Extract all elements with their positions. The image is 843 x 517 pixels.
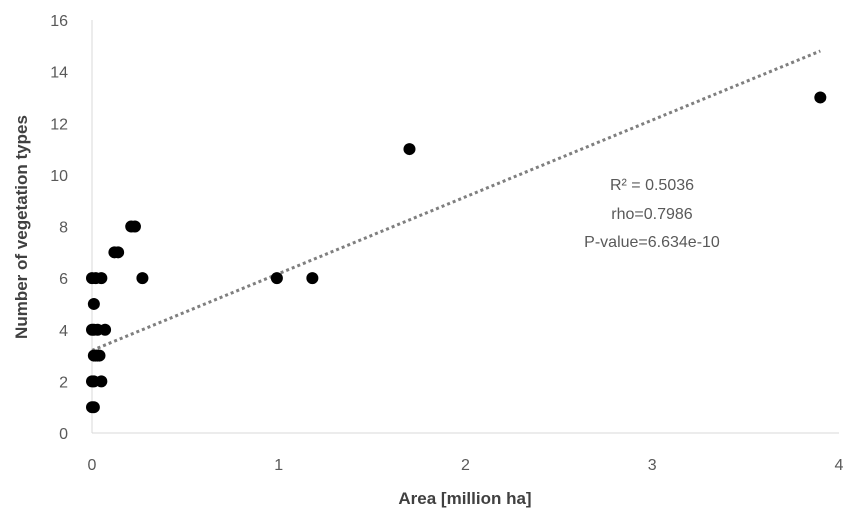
y-tick-label: 12	[50, 116, 68, 133]
y-tick-label: 2	[59, 374, 68, 391]
data-point	[403, 143, 416, 156]
r-squared-annotation: R² = 0.5036	[610, 177, 694, 194]
trendline	[91, 49, 821, 352]
data-point	[814, 91, 827, 104]
y-tick-label: 16	[50, 13, 68, 30]
data-point	[270, 272, 283, 285]
p-value-annotation: P-value=6.634e-10	[584, 234, 720, 251]
axes	[91, 20, 839, 434]
data-point	[136, 272, 149, 285]
x-tick-labels: 0 1 2 3 4	[88, 457, 843, 474]
x-tick-label: 3	[648, 457, 657, 474]
x-tick-label: 0	[88, 457, 97, 474]
y-tick-label: 0	[59, 426, 68, 443]
x-tick-label: 4	[835, 457, 843, 474]
y-tick-labels: 0 2 4 6 8 10 12 14 16	[50, 13, 68, 443]
rho-annotation: rho=0.7986	[611, 206, 693, 223]
data-point	[87, 297, 100, 310]
y-tick-label: 4	[59, 323, 68, 340]
data-point	[128, 220, 141, 233]
data-point	[95, 272, 108, 285]
x-tick-label: 1	[274, 457, 283, 474]
data-point	[93, 349, 106, 362]
y-tick-label: 6	[59, 271, 68, 288]
data-point	[87, 401, 100, 414]
x-tick-label: 2	[461, 457, 470, 474]
y-tick-label: 14	[50, 65, 68, 82]
data-point	[306, 272, 319, 285]
y-tick-label: 10	[50, 168, 68, 185]
data-point	[99, 323, 112, 336]
data-point	[95, 375, 108, 388]
data-points	[86, 91, 827, 414]
y-axis-title: Number of vegetation types	[12, 115, 31, 339]
y-tick-label: 8	[59, 220, 68, 237]
x-axis-title: Area [million ha]	[398, 489, 531, 508]
data-point	[112, 246, 125, 259]
